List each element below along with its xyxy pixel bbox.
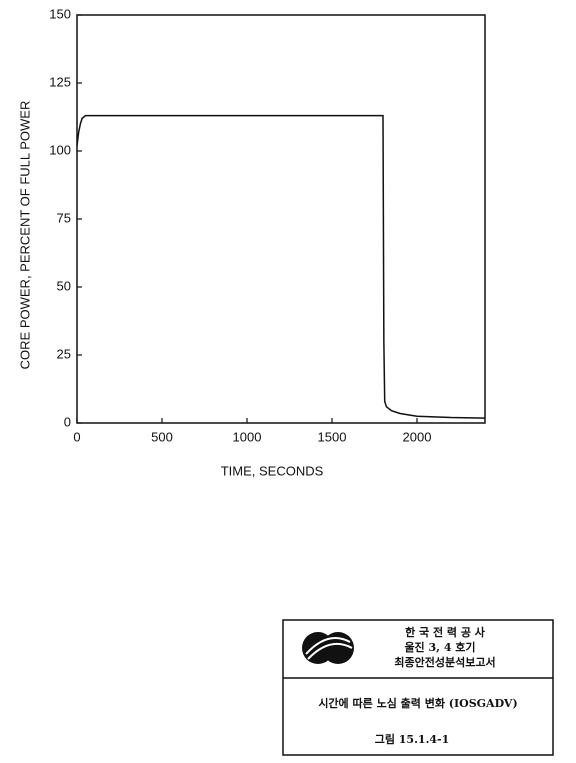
figure-number: 그림 15.1.4-1: [375, 733, 450, 746]
logo-stripes: [305, 637, 353, 660]
y-tick-label: 25: [57, 346, 71, 361]
x-tick-label: 500: [151, 429, 173, 444]
y-tick-label: 50: [57, 278, 71, 293]
caption: 시간에 따른 노심 출력 변화 (IOSGADV): [318, 696, 517, 710]
x-tick-label: 0: [73, 429, 80, 444]
y-tick-label: 100: [49, 142, 71, 157]
y-tick-label: 125: [49, 74, 71, 89]
company: 한 국 전 력 공 사: [405, 625, 486, 639]
y-tick-label: 0: [64, 414, 71, 429]
report: 최종안전성분석보고서: [394, 655, 495, 669]
title-block: 한 국 전 력 공 사 울진 3, 4 호기 최종안전성분석보고서 시간에 따른…: [282, 619, 554, 756]
y-tick-label: 75: [57, 210, 71, 225]
x-tick-label: 2000: [403, 429, 432, 444]
x-tick-label: 1000: [233, 429, 262, 444]
block-frame: [282, 619, 554, 756]
x-axis-label: TIME, SECONDS: [221, 463, 324, 478]
y-tick-label: 150: [49, 6, 71, 21]
y-axis-label: CORE POWER, PERCENT OF FULL POWER: [17, 101, 32, 370]
data-line: [76, 114, 486, 419]
x-tick-label: 1500: [318, 429, 347, 444]
logo: [322, 632, 354, 664]
plant: 울진 3, 4 호기: [404, 640, 475, 654]
